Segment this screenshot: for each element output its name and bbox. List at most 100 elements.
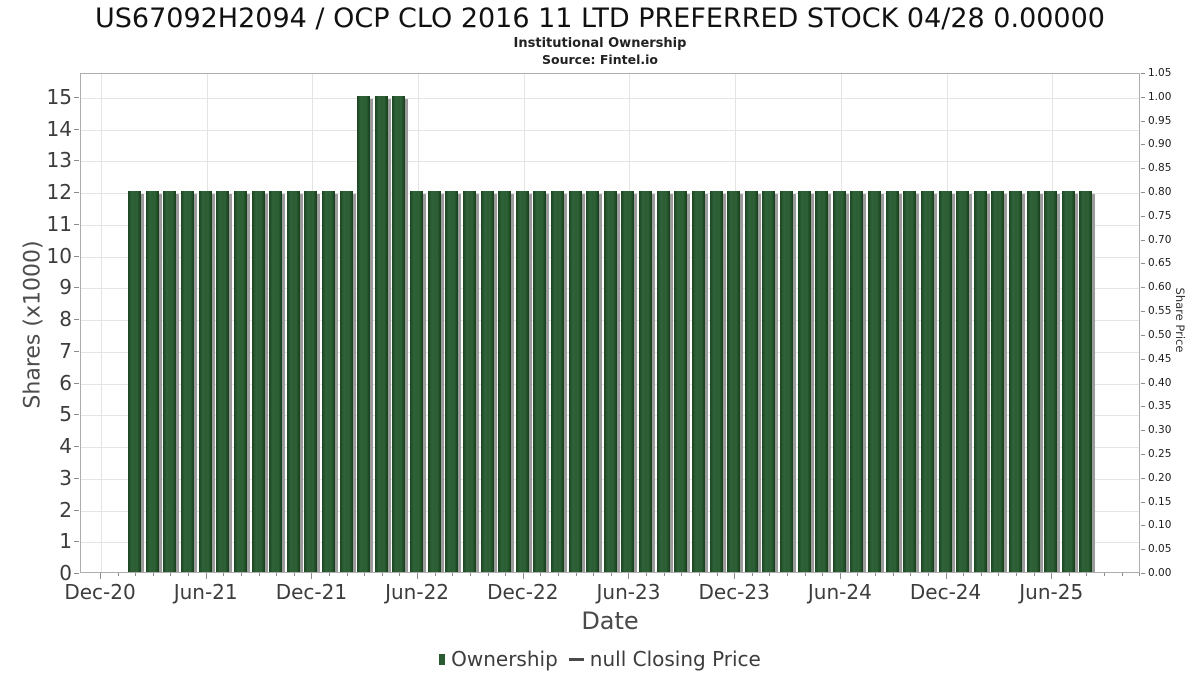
ownership-bar[interactable]: [956, 191, 970, 572]
x-minor-tick-mark: [505, 573, 507, 576]
ownership-bar[interactable]: [621, 191, 635, 572]
right-tick-mark: [1141, 382, 1145, 384]
x-minor-tick-mark: [329, 573, 330, 576]
ownership-bar[interactable]: [480, 191, 494, 572]
ownership-bar[interactable]: [1044, 191, 1058, 572]
x-minor-tick-mark: [857, 573, 859, 576]
ownership-bar[interactable]: [727, 191, 741, 572]
ownership-bar[interactable]: [304, 191, 318, 572]
ownership-bar[interactable]: [445, 191, 459, 572]
right-tick-mark: [1141, 430, 1145, 432]
x-minor-tick-mark: [558, 573, 560, 576]
right-tick-mark: [1141, 477, 1145, 479]
ownership-bar[interactable]: [797, 191, 811, 572]
ownership-bar[interactable]: [515, 191, 529, 572]
ownership-bar[interactable]: [903, 191, 917, 572]
right-tick-label: 0.70: [1148, 233, 1172, 246]
legend-item-ownership[interactable]: Ownership: [439, 647, 558, 671]
x-minor-tick-mark: [663, 573, 665, 576]
right-tick-label: 0.25: [1148, 447, 1172, 460]
ownership-bar[interactable]: [1026, 191, 1040, 572]
x-minor-tick-mark: [751, 573, 753, 576]
right-tick-label: 0.00: [1148, 567, 1172, 579]
x-minor-tick-mark: [364, 573, 366, 576]
left-tick-mark: [74, 350, 79, 352]
ownership-bar[interactable]: [1079, 191, 1093, 572]
x-tick-label: Jun-21: [173, 580, 238, 604]
left-tick-label: 12: [46, 180, 72, 205]
ownership-bar[interactable]: [322, 191, 335, 572]
x-minor-tick-mark: [875, 573, 877, 576]
ownership-bar[interactable]: [885, 191, 899, 572]
ownership-bar[interactable]: [339, 191, 353, 572]
right-tick-mark: [1141, 453, 1145, 455]
x-tick-label: Jun-22: [385, 580, 450, 604]
ownership-bar[interactable]: [427, 191, 441, 572]
ownership-bar[interactable]: [551, 191, 565, 572]
ownership-bar[interactable]: [145, 191, 159, 572]
ownership-bar[interactable]: [709, 191, 723, 572]
ownership-bar[interactable]: [991, 191, 1005, 572]
ownership-bar[interactable]: [744, 191, 758, 572]
plot-area: [80, 73, 1140, 573]
ownership-bar[interactable]: [498, 191, 512, 572]
ownership-bar[interactable]: [656, 191, 670, 572]
ownership-bar[interactable]: [198, 191, 212, 572]
ownership-bar[interactable]: [639, 191, 653, 572]
ownership-bar[interactable]: [920, 191, 934, 572]
ownership-bar[interactable]: [269, 191, 283, 572]
left-tick-mark: [74, 477, 79, 479]
ownership-bar[interactable]: [128, 191, 142, 572]
ownership-bar[interactable]: [181, 191, 195, 572]
ownership-bar[interactable]: [762, 191, 776, 572]
x-minor-tick-mark: [980, 573, 982, 576]
ownership-bar[interactable]: [410, 191, 424, 572]
ownership-bar[interactable]: [251, 191, 265, 572]
ownership-bar[interactable]: [938, 191, 952, 572]
ownership-bar[interactable]: [1061, 191, 1075, 572]
left-tick-mark: [74, 509, 79, 511]
x-tick-label: Jun-23: [596, 580, 661, 604]
legend-item-closing-price[interactable]: null Closing Price: [568, 647, 761, 671]
right-tick-label: 0.95: [1148, 114, 1172, 127]
legend: Ownership null Closing Price: [0, 647, 1200, 671]
x-minor-tick-mark: [963, 573, 965, 576]
ownership-bar[interactable]: [603, 191, 617, 572]
ownership-bar[interactable]: [233, 191, 247, 572]
left-tick-label: 3: [59, 465, 72, 490]
left-tick-mark: [74, 160, 79, 162]
right-tick-mark: [1141, 406, 1145, 408]
ownership-bar[interactable]: [691, 191, 705, 572]
ownership-bar[interactable]: [286, 191, 300, 572]
ownership-bar[interactable]: [462, 191, 476, 572]
right-tick-mark: [1141, 573, 1145, 574]
x-tick-label: Dec-21: [275, 580, 348, 604]
x-major-tick-mark: [628, 573, 630, 579]
ownership-bar[interactable]: [1009, 191, 1023, 572]
ownership-bar[interactable]: [392, 95, 406, 572]
right-tick-label: 0.10: [1148, 519, 1172, 532]
ownership-bar[interactable]: [973, 191, 987, 572]
ownership-bar[interactable]: [586, 191, 600, 572]
ownership-bar[interactable]: [868, 191, 882, 572]
ownership-bar[interactable]: [216, 191, 230, 572]
left-tick-mark: [74, 255, 79, 257]
x-minor-tick-mark: [452, 573, 454, 576]
ownership-bar[interactable]: [568, 191, 582, 572]
x-minor-tick-mark: [646, 573, 648, 576]
ownership-bar[interactable]: [815, 191, 829, 572]
x-minor-tick-mark: [117, 573, 119, 576]
ownership-bar[interactable]: [850, 191, 864, 572]
ownership-bar[interactable]: [533, 191, 547, 572]
left-tick-mark: [74, 446, 79, 448]
x-minor-tick-mark: [258, 573, 260, 576]
x-minor-tick-mark: [716, 573, 718, 576]
ownership-bar[interactable]: [357, 95, 371, 572]
x-minor-tick-mark: [1033, 573, 1035, 576]
ownership-bar[interactable]: [832, 191, 846, 572]
ownership-bar[interactable]: [780, 191, 794, 572]
ownership-bar[interactable]: [163, 191, 177, 572]
ownership-bar[interactable]: [674, 191, 688, 572]
ownership-bar[interactable]: [374, 95, 388, 572]
